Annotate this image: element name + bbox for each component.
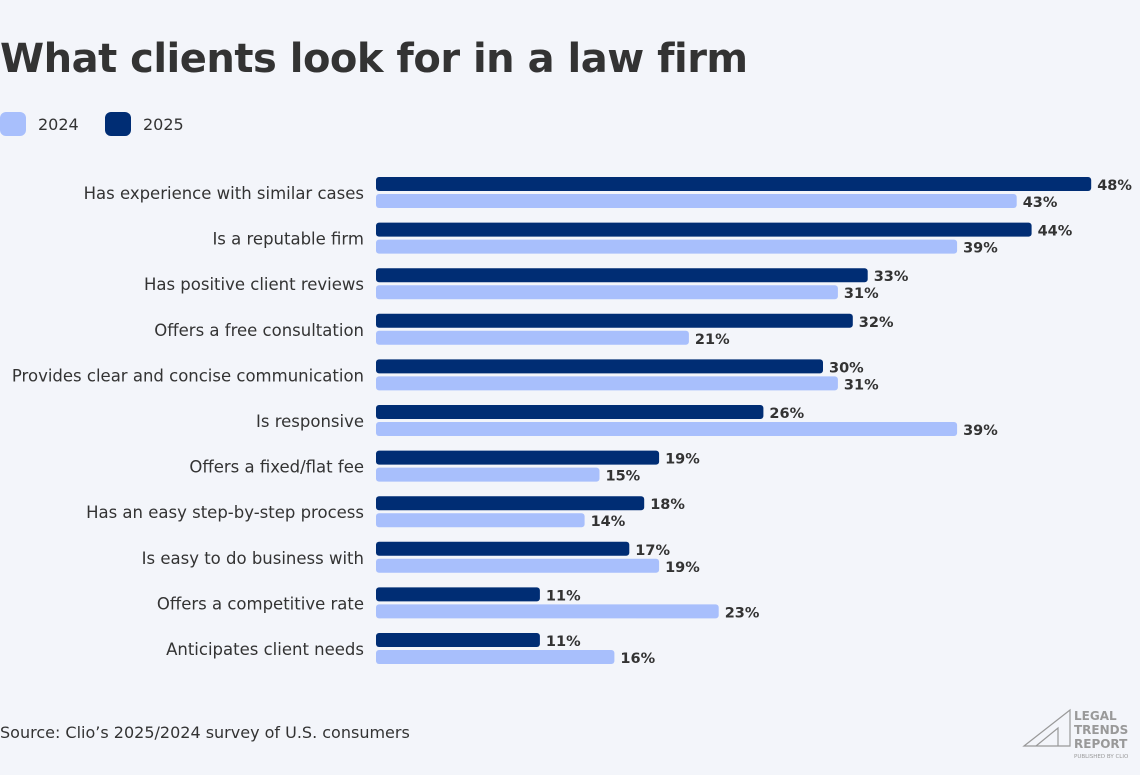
bar-2024 (376, 650, 615, 664)
legend-label-2025: 2025 (143, 114, 184, 134)
data-label-2025: 48% (1097, 178, 1132, 194)
bar-2025 (376, 313, 853, 328)
category-label: Is a reputable firm (212, 230, 364, 249)
bar-2024 (376, 558, 660, 573)
legend-item-2025: 2025 (105, 112, 184, 136)
bar-2025 (376, 177, 1092, 191)
bar-2025 (376, 405, 764, 419)
bar-2024 (376, 285, 838, 300)
category-label: Offers a fixed/flat fee (189, 458, 364, 477)
data-label-2024: 15% (606, 469, 641, 485)
data-label-2024: 31% (844, 377, 879, 393)
data-label-2024: 39% (963, 241, 998, 257)
category-label: Offers a competitive rate (157, 594, 364, 613)
svg-text:TRENDS: TRENDS (1074, 723, 1128, 737)
bar-2025 (376, 359, 823, 374)
bar-2024 (376, 239, 958, 254)
svg-text:PUBLISHED BY CLIO: PUBLISHED BY CLIO (1074, 754, 1129, 760)
bar-2024 (376, 422, 958, 436)
data-label-2024: 39% (963, 423, 998, 439)
bar-2024 (376, 376, 838, 391)
data-label-2024: 23% (725, 605, 760, 621)
bar-chart: Has experience with similar cases 48% 43% I… (12, 177, 1132, 667)
category-label: Has positive client reviews (144, 275, 364, 294)
bar-2024 (376, 604, 719, 619)
data-label-2025: 11% (546, 634, 581, 650)
category-label: Offers a free consultation (154, 321, 364, 340)
bar-2025 (376, 222, 1032, 237)
bar-2024 (376, 467, 600, 482)
data-label-2024: 19% (665, 560, 700, 576)
data-label-2025: 26% (769, 406, 804, 422)
category-label: Is easy to do business with (142, 549, 364, 568)
bar-2024 (376, 330, 689, 345)
legend-item-2024: 2024 (0, 112, 79, 136)
data-label-2025: 33% (874, 269, 909, 285)
data-label-2025: 18% (650, 497, 685, 513)
data-label-2025: 17% (635, 543, 670, 559)
category-label: Has an easy step-by-step process (86, 503, 364, 522)
data-label-2024: 14% (591, 514, 626, 530)
bar-2025 (376, 587, 540, 602)
bar-2025 (376, 496, 645, 511)
data-label-2025: 32% (859, 315, 894, 331)
svg-text:LEGAL: LEGAL (1074, 709, 1117, 723)
legend-swatch-2025 (105, 112, 131, 136)
category-label: Anticipates client needs (166, 640, 364, 659)
data-label-2025: 44% (1038, 224, 1073, 240)
bar-2025 (376, 541, 630, 556)
data-label-2025: 11% (546, 588, 581, 604)
category-label: Has experience with similar cases (84, 184, 364, 203)
data-label-2025: 30% (829, 360, 864, 376)
bar-2025 (376, 450, 660, 465)
svg-text:REPORT: REPORT (1074, 737, 1128, 751)
data-label-2025: 19% (665, 452, 700, 468)
data-label-2024: 16% (620, 651, 655, 667)
chart-title: What clients look for in a law firm (0, 36, 748, 82)
bar-2025 (376, 633, 540, 647)
category-label: Is responsive (256, 412, 364, 431)
source-note: Source: Clio’s 2025/2024 survey of U.S. … (0, 723, 410, 742)
data-label-2024: 21% (695, 332, 730, 348)
bar-2024 (376, 194, 1017, 208)
category-label: Provides clear and concise communication (12, 366, 364, 385)
bar-2024 (376, 513, 585, 528)
bar-2025 (376, 268, 868, 283)
data-label-2024: 43% (1023, 195, 1058, 211)
legend-swatch-2024 (0, 112, 26, 136)
legal-trends-report-logo: LEGAL TRENDS REPORT PUBLISHED BY CLIO (1022, 708, 1129, 760)
data-label-2024: 31% (844, 286, 879, 302)
legend-label-2024: 2024 (38, 114, 79, 134)
